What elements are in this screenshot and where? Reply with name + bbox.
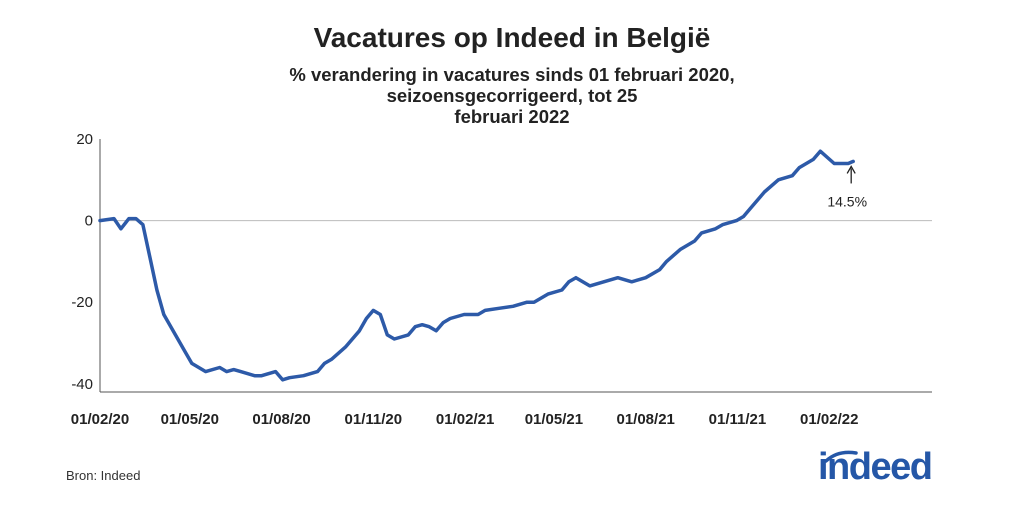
y-tick-label: -40: [71, 376, 93, 393]
y-tick-label: 0: [85, 213, 93, 230]
x-tick-labels: 01/02/20 01/05/20 01/08/20 01/11/20 01/02/21…: [71, 411, 859, 428]
annotation-arrow-head: [846, 165, 856, 174]
subtitle-line-1: % verandering in vacatures sinds 01 febr…: [289, 64, 735, 85]
y-tick-labels: 20 0 -20 -40: [71, 131, 93, 393]
indeed-logo-arc: [824, 450, 858, 463]
x-tick-label: 01/05/21: [525, 411, 583, 428]
subtitle-line-3: februari 2022: [454, 106, 570, 127]
annotation-label: 14.5%: [827, 193, 867, 209]
annotation-group: 14.5%: [827, 165, 867, 209]
x-tick-label: 01/11/20: [345, 411, 403, 428]
indeed-logo: indeed: [818, 446, 933, 488]
source-note: Bron: Indeed: [66, 468, 141, 483]
chart-title: Vacatures op Indeed in België: [313, 22, 711, 53]
x-tick-label: 01/02/20: [71, 411, 129, 428]
series-line: [98, 149, 855, 382]
x-tick-label: 01/02/21: [436, 411, 494, 428]
subtitle-line-2: seizoensgecorrigeerd, tot 25: [386, 85, 638, 106]
x-tick-label: 01/08/21: [616, 411, 674, 428]
x-tick-label: 01/05/20: [161, 411, 219, 428]
x-tick-label: 01/08/20: [252, 411, 310, 428]
chart-axes: [99, 139, 932, 393]
x-tick-label: 01/11/21: [709, 411, 767, 428]
y-tick-label: 20: [76, 131, 93, 148]
chart-subtitle: % verandering in vacatures sinds 01 febr…: [262, 64, 762, 127]
x-tick-label: 01/02/22: [800, 411, 858, 428]
y-tick-label: -20: [71, 294, 93, 311]
series-group: [98, 149, 855, 382]
